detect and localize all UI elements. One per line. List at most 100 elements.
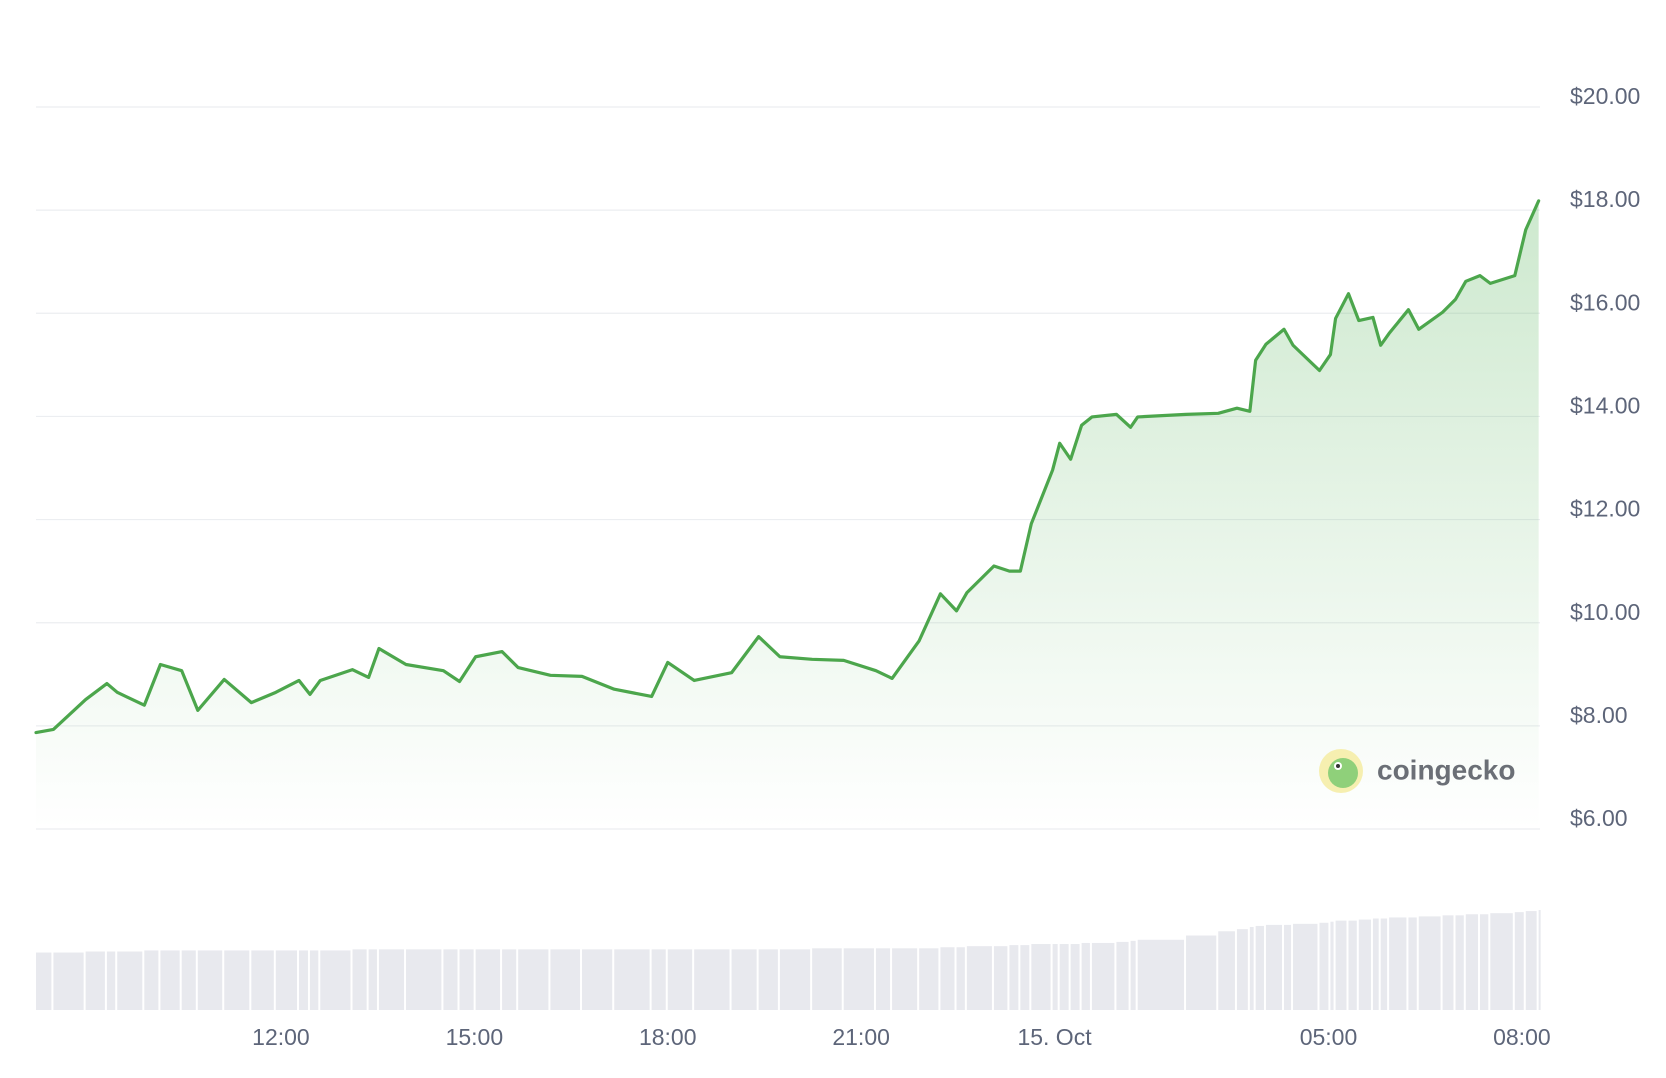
volume-bar xyxy=(1348,920,1357,1010)
y-tick-label: $16.00 xyxy=(1570,289,1640,315)
volume-bar xyxy=(1514,912,1524,1010)
x-tick-label: 08:00 xyxy=(1493,1024,1551,1050)
volume-bar xyxy=(53,952,84,1010)
plot: $20.00 $18.00 $16.00 $14.00 $12.00 $10.00 $8.0… xyxy=(34,83,1640,1050)
volume-bar xyxy=(320,950,351,1010)
volume-bar xyxy=(1284,924,1292,1010)
volume-bar xyxy=(106,951,116,1010)
volume-bar xyxy=(275,950,298,1010)
volume-bar xyxy=(1525,911,1537,1010)
volume-bar xyxy=(309,950,319,1010)
x-tick-label: 15. Oct xyxy=(1017,1024,1092,1050)
volume-bar xyxy=(1255,925,1264,1010)
volume-bar xyxy=(1249,927,1254,1010)
y-tick-label: $14.00 xyxy=(1570,393,1640,419)
y-tick-label: $10.00 xyxy=(1570,599,1640,625)
volume-bar xyxy=(1358,919,1371,1010)
x-tick-label: 21:00 xyxy=(832,1024,890,1050)
volume-bar xyxy=(181,950,196,1010)
x-tick-label: 18:00 xyxy=(639,1024,697,1050)
x-tick-label: 05:00 xyxy=(1300,1024,1358,1050)
volume-bar xyxy=(352,949,367,1010)
volume-bar xyxy=(993,946,1008,1010)
volume-bar xyxy=(550,949,581,1010)
volume-bar xyxy=(443,949,458,1010)
y-tick-label: $6.00 xyxy=(1570,805,1628,831)
volume-bar xyxy=(1293,923,1318,1010)
volume-bar xyxy=(406,949,442,1010)
volume-bar xyxy=(1389,917,1407,1010)
volume-bar xyxy=(1380,918,1388,1010)
volume-bar xyxy=(1081,942,1090,1010)
price-area xyxy=(36,200,1539,830)
volume-bar xyxy=(144,950,159,1010)
volume-bar xyxy=(892,948,918,1010)
volume-bar xyxy=(956,947,965,1010)
y-tick-label: $18.00 xyxy=(1570,186,1640,212)
price-line xyxy=(34,199,1541,735)
volume-bar xyxy=(1137,939,1185,1010)
volume-bar xyxy=(1490,913,1513,1010)
volume-bar xyxy=(1091,942,1115,1010)
volume-bar xyxy=(251,950,274,1010)
logo-pupil xyxy=(1336,764,1340,768)
volume-bar xyxy=(1009,945,1019,1010)
y-tick-label: $20.00 xyxy=(1570,83,1640,109)
volume-bar xyxy=(1538,910,1541,1010)
volume-bar xyxy=(614,949,650,1010)
volume-bar xyxy=(1479,914,1489,1010)
volume-bar xyxy=(966,946,992,1010)
volume-bar xyxy=(378,949,405,1010)
volume-bar xyxy=(758,949,778,1010)
volume-bar xyxy=(1031,944,1051,1010)
volume-bar xyxy=(1059,944,1069,1010)
volume-bar xyxy=(1335,920,1347,1010)
x-tick-label: 12:00 xyxy=(252,1024,310,1050)
volume-bar xyxy=(843,948,874,1010)
volume-bar xyxy=(1020,945,1030,1010)
volume-bar xyxy=(299,950,308,1010)
y-tick-label: $8.00 xyxy=(1570,702,1628,728)
volume-bar xyxy=(1442,915,1454,1010)
volume-bar xyxy=(1265,924,1283,1010)
volume-bar xyxy=(919,948,939,1010)
volume-bar xyxy=(368,949,377,1010)
y-tick-label: $12.00 xyxy=(1570,496,1640,522)
volume-bar xyxy=(812,948,842,1010)
volume-bar xyxy=(875,948,891,1010)
volume-bar xyxy=(1319,922,1329,1010)
volume-bar xyxy=(117,951,143,1010)
volume-bar xyxy=(1070,944,1080,1010)
volume-bar xyxy=(1218,931,1235,1010)
volume-bar xyxy=(1116,941,1129,1010)
volume-bar xyxy=(694,949,730,1010)
volume-bar xyxy=(502,949,517,1010)
x-tick-label: 15:00 xyxy=(446,1024,504,1050)
watermark: coingecko xyxy=(1319,749,1515,793)
volume-bar xyxy=(475,949,501,1010)
logo-body xyxy=(1328,758,1358,788)
volume-bar xyxy=(85,951,105,1010)
volume-bar xyxy=(1130,940,1136,1010)
volume-bar xyxy=(1408,917,1417,1010)
volume-bar xyxy=(518,949,549,1010)
volume-bar xyxy=(582,949,613,1010)
volume-bar xyxy=(667,949,693,1010)
volume-bar xyxy=(651,949,666,1010)
volume-bar xyxy=(160,950,180,1010)
volume-bar xyxy=(1186,935,1217,1010)
volume-bar xyxy=(1418,916,1441,1010)
volume-bar xyxy=(1052,944,1058,1010)
volume-bar xyxy=(1236,929,1248,1010)
volume-bar xyxy=(1372,918,1379,1010)
volume-bar xyxy=(459,949,474,1010)
volume-bar xyxy=(1330,921,1334,1010)
volume-bar xyxy=(940,947,955,1010)
volume-bar xyxy=(197,950,223,1010)
volume-bar xyxy=(224,950,250,1010)
volume-bar xyxy=(36,952,52,1010)
volume-bar xyxy=(731,949,757,1010)
volume-bar xyxy=(1455,915,1464,1010)
